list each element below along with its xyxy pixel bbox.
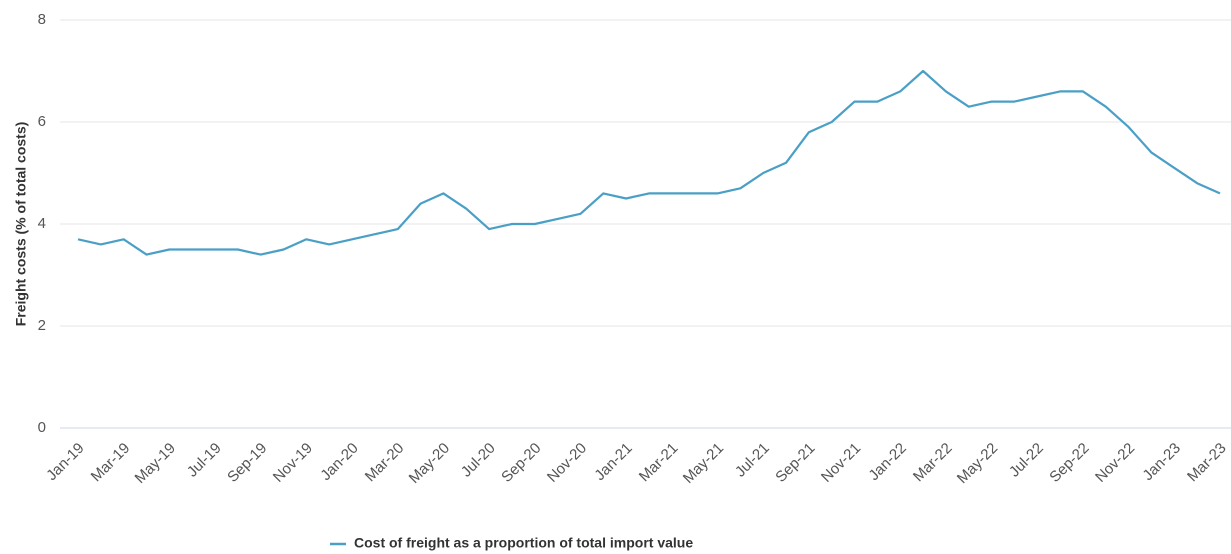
x-tick-label: Sep-22 xyxy=(1046,440,1092,486)
x-tick-label: Mar-20 xyxy=(362,440,408,486)
x-tick-label: Jan-22 xyxy=(865,440,909,484)
x-tick-label: Jul-22 xyxy=(1006,440,1047,481)
x-tick-label: May-22 xyxy=(954,440,1001,487)
x-tick-label: Jan-20 xyxy=(317,440,361,484)
x-tick-label: Mar-23 xyxy=(1184,440,1230,486)
x-tick-label: May-21 xyxy=(680,440,727,487)
x-tick-label: Mar-21 xyxy=(636,440,682,486)
x-tick-label: Sep-21 xyxy=(772,440,818,486)
y-axis-title: Freight costs (% of total costs) xyxy=(13,122,29,327)
y-tick-label: 2 xyxy=(38,317,46,334)
x-tick-label: Nov-21 xyxy=(818,440,864,486)
x-tick-label: Jan-23 xyxy=(1139,440,1183,484)
legend-label: Cost of freight as a proportion of total… xyxy=(354,535,693,551)
x-tick-label: Mar-22 xyxy=(910,440,956,486)
x-tick-label: Jul-21 xyxy=(732,440,773,481)
data-line xyxy=(77,69,1221,256)
x-tick-label: Jan-21 xyxy=(591,440,635,484)
x-tick-label: May-19 xyxy=(132,440,179,487)
y-tick-label: 0 xyxy=(38,419,46,436)
x-tick-label: May-20 xyxy=(406,440,453,487)
x-tick-label: Jan-19 xyxy=(43,440,87,484)
y-tick-label: 6 xyxy=(38,113,46,130)
x-tick-label: Jul-19 xyxy=(184,440,225,481)
x-tick-label: Nov-20 xyxy=(544,440,590,486)
x-tick-label: Sep-19 xyxy=(224,440,270,486)
x-tick-label: Nov-22 xyxy=(1092,440,1138,486)
x-tick-label: Sep-20 xyxy=(498,440,544,486)
y-tick-label: 8 xyxy=(38,11,46,28)
y-tick-label: 4 xyxy=(38,215,46,232)
x-tick-label: Mar-19 xyxy=(88,440,134,486)
x-tick-label: Nov-19 xyxy=(270,440,316,486)
x-tick-label: Jul-20 xyxy=(458,440,499,481)
